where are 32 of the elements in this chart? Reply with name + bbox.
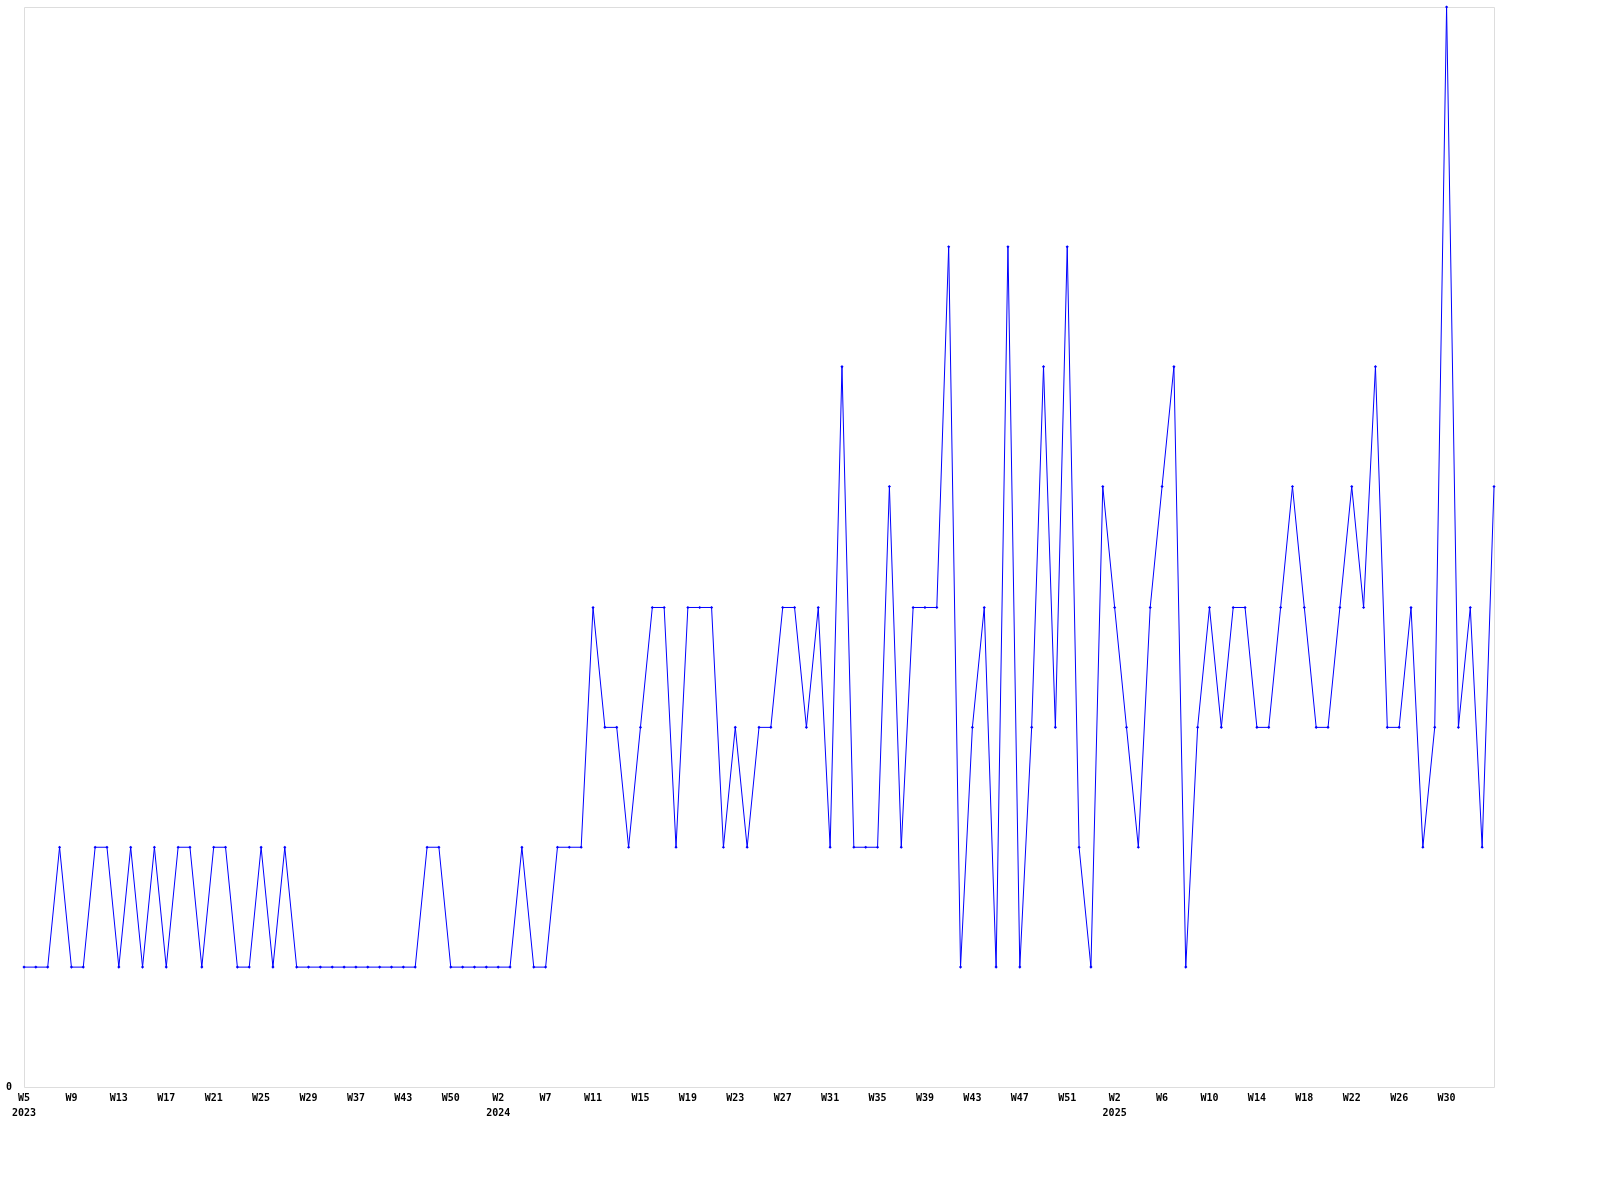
- x-tick-label: W22: [1342, 1092, 1361, 1103]
- x-tick-label: W11: [584, 1092, 603, 1103]
- x-tick-label: W5 2023: [11, 1092, 37, 1118]
- x-tick-label: W19: [678, 1092, 697, 1103]
- x-tick-label: W29: [299, 1092, 318, 1103]
- x-tick-label: W7: [539, 1092, 552, 1103]
- x-tick-label: W18: [1295, 1092, 1314, 1103]
- x-tick-label: W27: [773, 1092, 792, 1103]
- x-tick-label: W21: [204, 1092, 223, 1103]
- x-tick-label: W9: [65, 1092, 78, 1103]
- x-tick-label: W51: [1058, 1092, 1077, 1103]
- x-tick-label: W15: [631, 1092, 650, 1103]
- x-tick-label: W10: [1200, 1092, 1219, 1103]
- x-tick-label: W25: [252, 1092, 271, 1103]
- x-tick-label: W26: [1390, 1092, 1409, 1103]
- x-tick-label: W23: [726, 1092, 745, 1103]
- x-tick-label: W2 2025: [1102, 1092, 1127, 1118]
- x-tick-label: W43: [963, 1092, 982, 1103]
- x-tick-label: W43: [394, 1092, 413, 1103]
- x-tick-label: W14: [1247, 1092, 1266, 1103]
- x-tick-label: W37: [346, 1092, 365, 1103]
- x-tick-label: W35: [868, 1092, 887, 1103]
- x-tick-label: W6: [1156, 1092, 1169, 1103]
- x-tick-label: W13: [109, 1092, 128, 1103]
- x-tick-label: W17: [157, 1092, 176, 1103]
- x-tick-label: W30: [1437, 1092, 1456, 1103]
- x-tick-label: W31: [821, 1092, 840, 1103]
- x-tick-label: W2 2024: [486, 1092, 511, 1118]
- x-tick-label: W47: [1010, 1092, 1029, 1103]
- x-tick-label: W50: [441, 1092, 460, 1103]
- x-tick-label: W39: [915, 1092, 934, 1103]
- text: 0: [5, 1081, 12, 1092]
